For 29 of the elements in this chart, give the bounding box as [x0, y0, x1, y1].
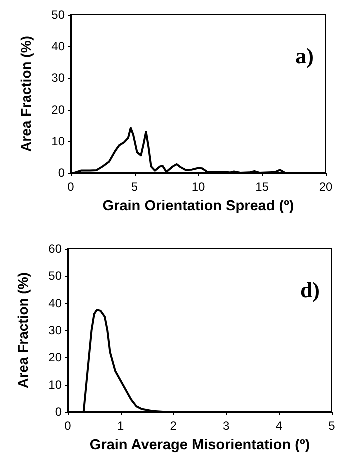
y-tick-label: 50	[52, 8, 66, 22]
x-tick-label: 15	[256, 180, 270, 194]
y-tick-label: 10	[52, 134, 66, 148]
y-tick-label: 30	[48, 324, 62, 338]
annotation: d)	[300, 278, 320, 302]
annotation: a)	[296, 44, 314, 68]
x-tick-label: 3	[223, 419, 230, 433]
y-tick-label: 0	[58, 166, 66, 180]
x-tick-label: 2	[170, 419, 178, 433]
x-tick-label: 1	[117, 419, 124, 433]
y-tick-label: 30	[52, 71, 66, 86]
y-tick-label: 60	[48, 242, 62, 256]
x-tick-label: 0	[68, 180, 75, 194]
y-axis-title: Area Fraction (%)	[18, 36, 34, 152]
y-tick-label: 40	[52, 40, 66, 54]
y-tick-label: 10	[48, 378, 62, 392]
x-tick-label: 5	[131, 180, 138, 194]
x-tick-label: 5	[328, 419, 336, 433]
x-tick-label: 10	[192, 180, 206, 194]
y-tick-label: 20	[52, 102, 66, 117]
y-axis-title: Area Fraction (%)	[15, 272, 31, 388]
x-axis-title: Grain Average Misorientation (º)	[90, 438, 310, 454]
y-tick-label: 50	[48, 269, 62, 284]
y-tick-label: 20	[48, 350, 62, 365]
x-tick-label: 4	[276, 419, 283, 433]
x-tick-label: 20	[319, 180, 333, 194]
y-tick-label: 40	[48, 296, 62, 310]
y-tick-label: 0	[55, 405, 62, 419]
x-axis-title: Grain Orientation Spread (º)	[102, 198, 294, 214]
